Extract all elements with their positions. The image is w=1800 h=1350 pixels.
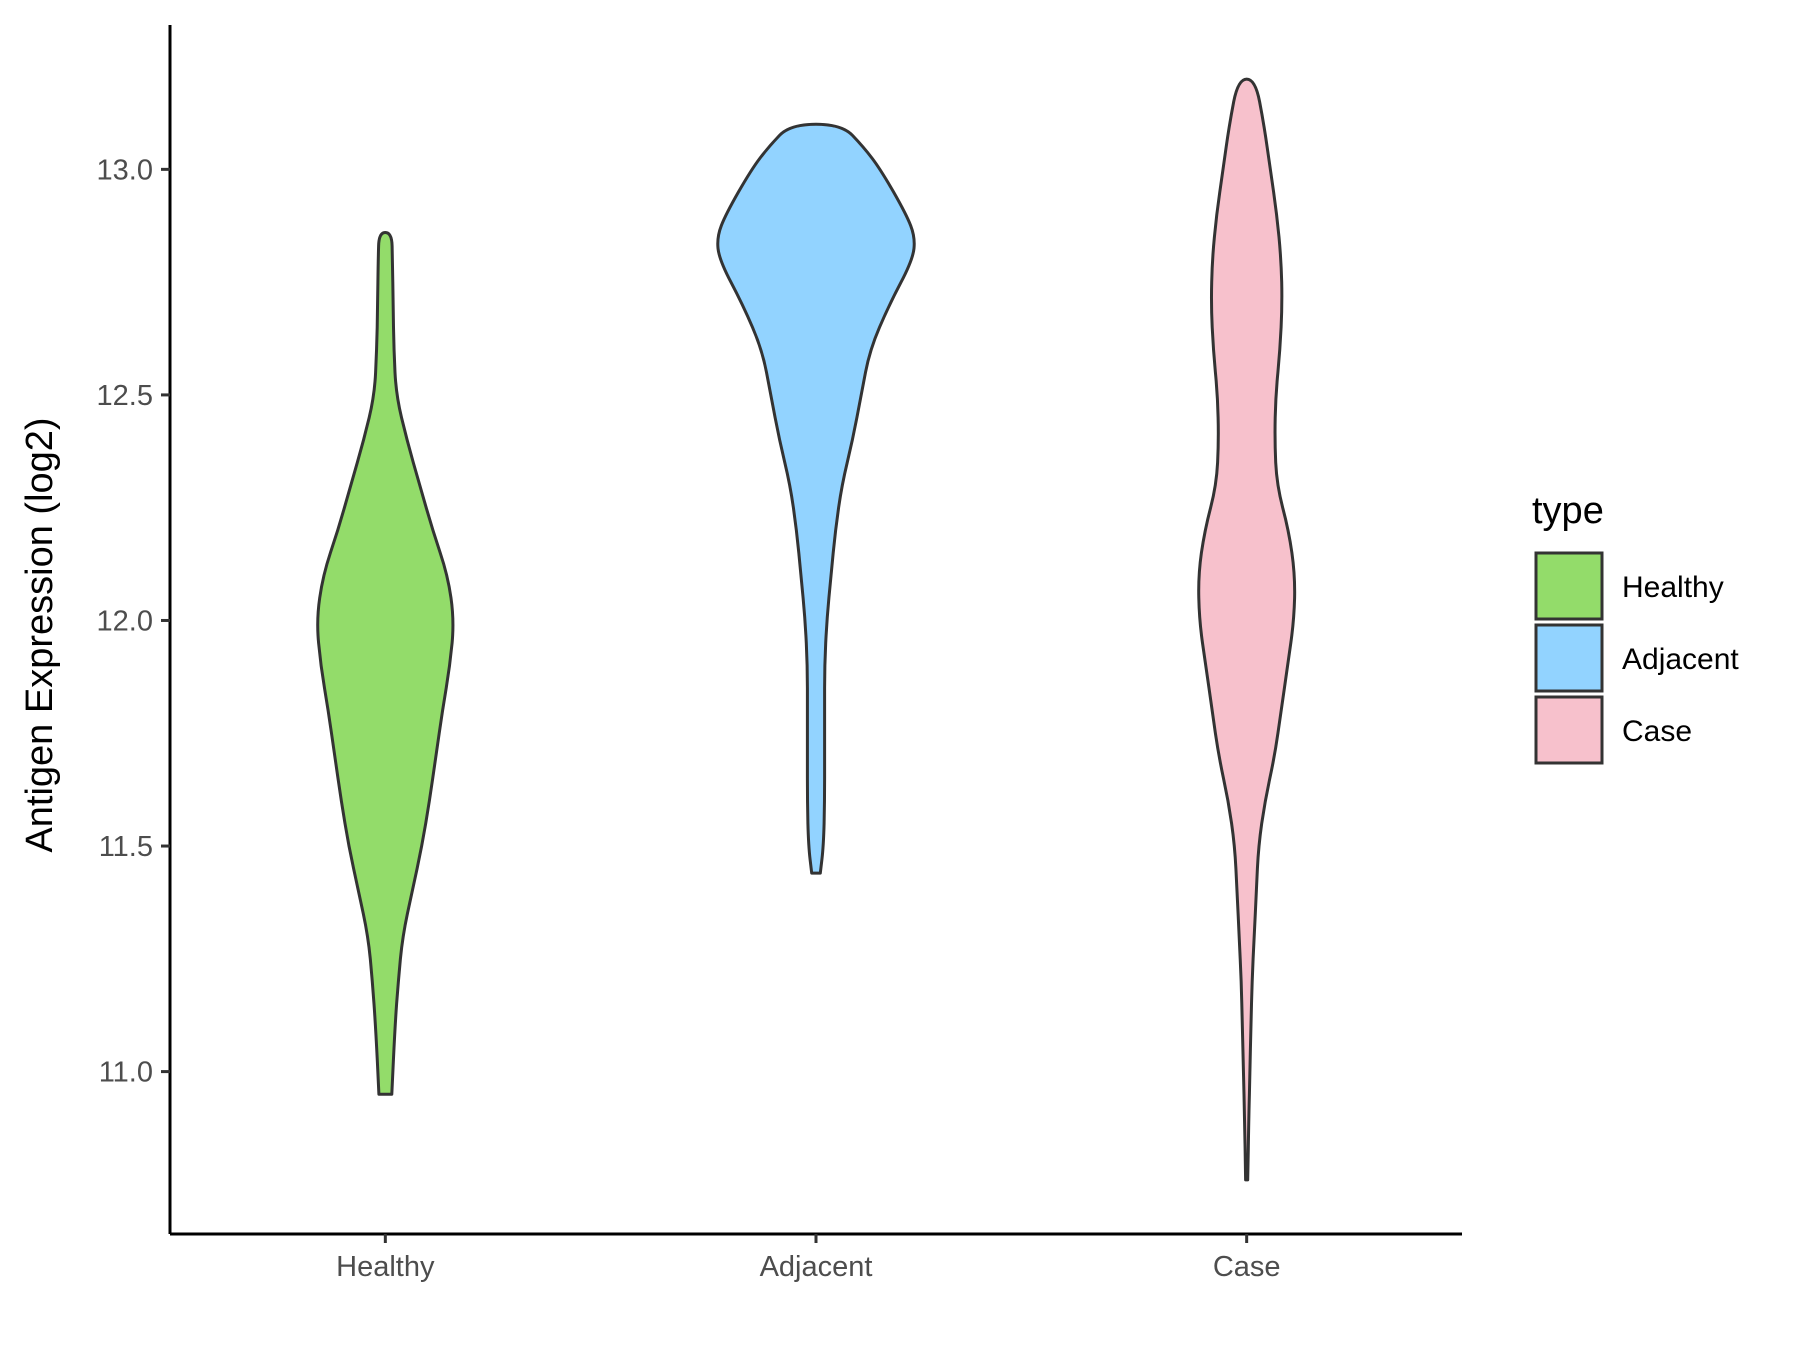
legend-key-case	[1534, 695, 1604, 765]
legend-key-healthy	[1534, 551, 1604, 621]
plot-area	[316, 77, 1297, 1182]
y-tick-label: 12.0	[97, 605, 153, 637]
legend: type Healthy Adjacent Case	[1532, 490, 1739, 765]
x-tick-label: Adjacent	[760, 1251, 873, 1283]
y-tick-label: 11.0	[99, 1057, 153, 1089]
y-tick-label: 11.5	[99, 831, 153, 863]
y-axis-title: Antigen Expression (log2)	[19, 417, 61, 852]
x-tick-label: Case	[1213, 1251, 1281, 1283]
y-tick-label: 13.0	[97, 154, 153, 186]
violin-healthy	[316, 231, 455, 1096]
violin-case	[1197, 77, 1297, 1182]
y-tick-label: 12.5	[97, 380, 153, 412]
legend-label-healthy: Healthy	[1622, 571, 1724, 604]
legend-key-adjacent	[1534, 623, 1604, 693]
legend-entries: Healthy Adjacent Case	[1534, 551, 1739, 765]
x-axis: Healthy Adjacent Case	[170, 1232, 1462, 1283]
violin-adjacent	[716, 122, 916, 875]
x-tick-label: Healthy	[336, 1251, 435, 1283]
legend-label-adjacent: Adjacent	[1622, 643, 1739, 676]
y-axis: 11.0 11.5 12.0 12.5 13.0	[97, 25, 172, 1234]
legend-label-case: Case	[1622, 715, 1692, 748]
legend-title: type	[1532, 490, 1604, 532]
